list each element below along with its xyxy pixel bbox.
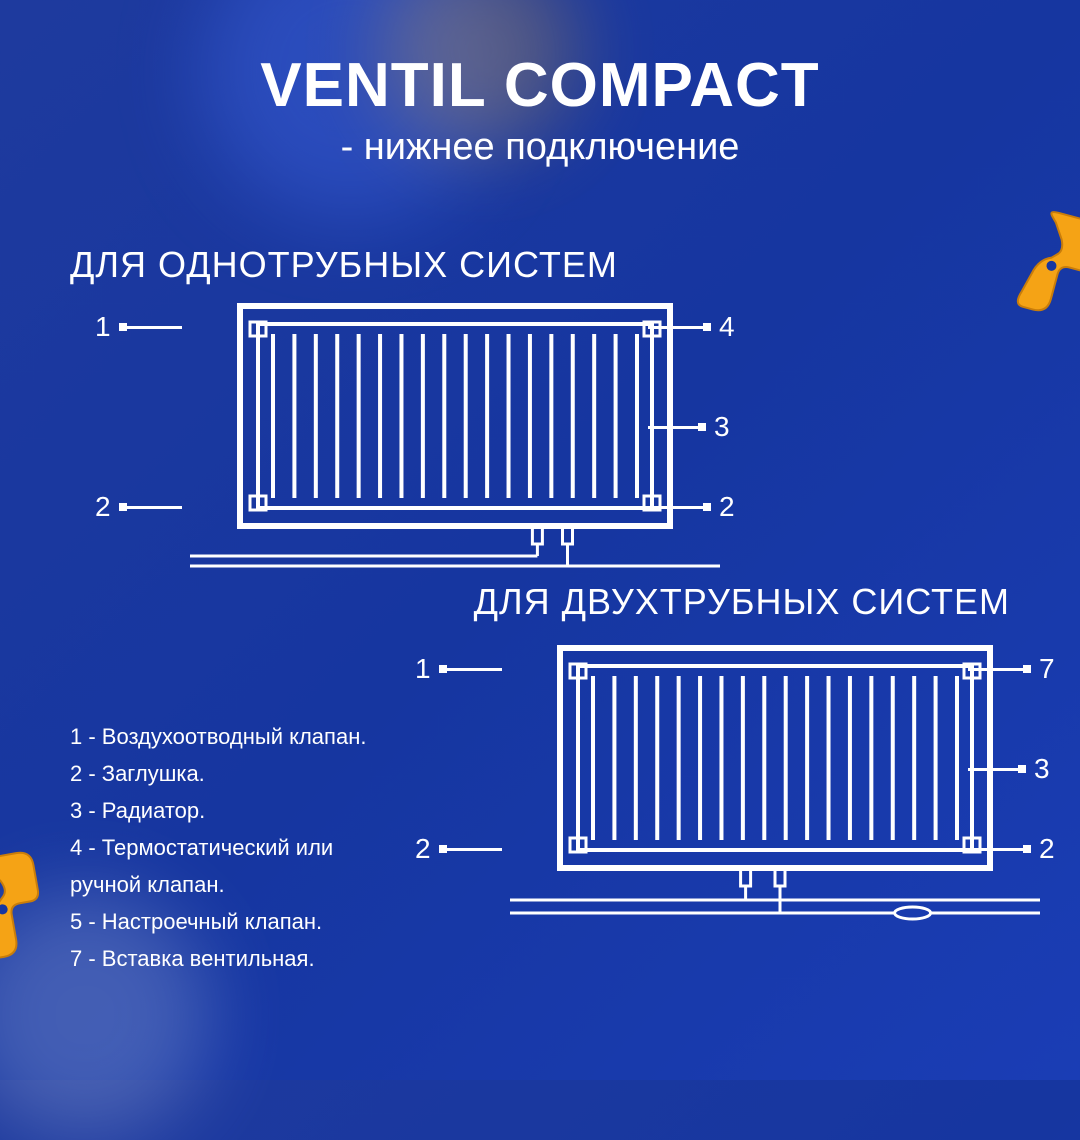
- legend-item: 3 - Радиатор.: [70, 794, 366, 827]
- callout-label: 1: [95, 311, 182, 343]
- callout-label: 1: [415, 653, 502, 685]
- callout-label: 3: [968, 753, 1050, 785]
- callout-label: 3: [648, 411, 730, 443]
- callout-label: 2: [415, 833, 502, 865]
- callout-label: 2: [95, 491, 182, 523]
- subtitle: - нижнее подключение: [50, 126, 1030, 169]
- callout-label: 2: [648, 491, 735, 523]
- main-title: VENTIL COMPACT: [50, 50, 1030, 121]
- section2-title: ДЛЯ ДВУХТРУБНЫХ СИСТЕМ: [50, 581, 1010, 623]
- diagram-double-pipe: 12732: [510, 643, 1030, 883]
- callout-label: 7: [968, 653, 1055, 685]
- legend-item: ручной клапан.: [70, 868, 366, 901]
- legend-item: 4 - Термостатический или: [70, 831, 366, 864]
- section1-title: ДЛЯ ОДНОТРУБНЫХ СИСТЕМ: [70, 244, 1030, 286]
- legend: 1 - Воздухоотводный клапан. 2 - Заглушка.…: [70, 720, 366, 979]
- legend-item: 2 - Заглушка.: [70, 757, 366, 790]
- legend-item: 5 - Настроечный клапан.: [70, 905, 366, 938]
- legend-item: 7 - Вставка вентильная.: [70, 942, 366, 975]
- legend-item: 1 - Воздухоотводный клапан.: [70, 720, 366, 753]
- callout-label: 2: [968, 833, 1055, 865]
- diagram-single-pipe: 12432: [190, 301, 1030, 541]
- callout-label: 4: [648, 311, 735, 343]
